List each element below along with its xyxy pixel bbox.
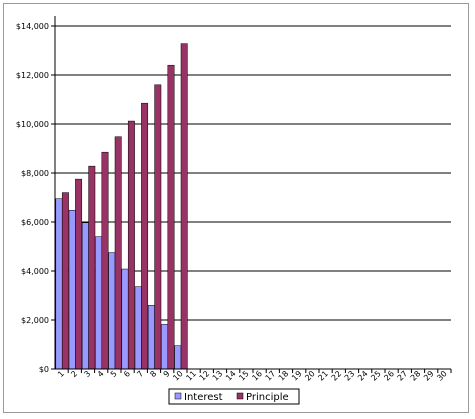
- x-tick-label: 8: [148, 369, 158, 379]
- x-tick-label: 2: [69, 369, 79, 379]
- x-tick-label: 25: [369, 369, 383, 383]
- x-tick-label: 28: [409, 369, 423, 383]
- bar-principle-1: [61, 192, 69, 370]
- x-tick-label: 3: [82, 369, 92, 379]
- x-tick-label: 15: [237, 369, 251, 383]
- x-tick-label: 16: [250, 369, 264, 383]
- y-tick-label: $0: [39, 365, 49, 374]
- bar-interest-3: [81, 222, 89, 370]
- bar-interest-7: [134, 286, 142, 370]
- x-tick-label: 9: [162, 369, 172, 379]
- legend-swatch-1: [236, 392, 244, 400]
- legend-box: [168, 388, 300, 405]
- x-tick-label: 5: [109, 369, 119, 379]
- x-tick-label: 19: [290, 369, 304, 383]
- x-tick-label: 11: [184, 369, 198, 383]
- x-tick-label: 18: [277, 369, 291, 383]
- y-tick-label: $2,000: [21, 316, 49, 325]
- y-tick-label: $4,000: [21, 267, 49, 276]
- y-tick-label: $14,000: [16, 22, 49, 31]
- bar-interest-5: [108, 252, 116, 370]
- legend-swatch-0: [174, 392, 182, 400]
- x-tick-label: 26: [382, 369, 396, 383]
- x-tick-label: 12: [198, 369, 212, 383]
- x-tick-label: 7: [135, 369, 145, 379]
- bar-interest-2: [68, 209, 76, 370]
- axes: [51, 16, 452, 373]
- x-tick-label: 24: [356, 369, 370, 383]
- bar-principle-5: [114, 136, 122, 370]
- bar-interest-9: [161, 324, 169, 370]
- x-tick-label: 13: [211, 369, 225, 383]
- y-tick-label: $10,000: [16, 120, 49, 129]
- bar-principle-6: [127, 120, 135, 370]
- legend: Interest Principle: [168, 388, 300, 405]
- bar-principle-10: [180, 43, 188, 370]
- bar-principle-9: [167, 64, 175, 370]
- bar-interest-4: [95, 236, 103, 370]
- x-tick-label: 1: [56, 369, 66, 379]
- legend-label-0: Interest: [184, 392, 223, 403]
- y-tick-label: $6,000: [21, 218, 49, 227]
- x-tick-label: 23: [343, 369, 357, 383]
- bar-interest-6: [121, 268, 129, 370]
- x-tick-label: 4: [96, 369, 106, 379]
- x-tick-label: 6: [122, 369, 132, 379]
- x-tick-label: 21: [316, 369, 330, 383]
- bar-principle-8: [154, 84, 162, 370]
- y-tick-labels: $0 $2,000 $4,000 $6,000 $8,000 $10,000 $12,000…: [16, 22, 49, 374]
- bar-interest-1: [55, 198, 63, 370]
- bar-principle-4: [101, 151, 109, 370]
- y-tick-label: $8,000: [21, 169, 49, 178]
- x-tick-label: 29: [422, 369, 436, 383]
- x-tick-label: 10: [171, 369, 185, 383]
- bar-principle-2: [75, 178, 83, 370]
- x-tick-label: 20: [303, 369, 317, 383]
- x-tick-label: 17: [264, 369, 278, 383]
- legend-label-1: Principle: [246, 392, 289, 403]
- x-tick-label: 27: [396, 369, 410, 383]
- x-tick-label: 22: [330, 369, 344, 383]
- x-tick-label: 14: [224, 369, 238, 383]
- bar-interest-10: [174, 345, 182, 370]
- bars: [55, 43, 188, 370]
- x-tick-label: 30: [435, 369, 449, 383]
- x-tick-labels: 1 2 3 4 5 6 7 8 9 10 11 12 13 14 15 16 17 18 19 20 21 22 23 24 2…: [56, 369, 449, 383]
- bar-principle-7: [141, 102, 149, 370]
- bar-interest-8: [147, 305, 155, 370]
- y-tick-label: $12,000: [16, 71, 49, 80]
- bar-principle-3: [88, 165, 96, 370]
